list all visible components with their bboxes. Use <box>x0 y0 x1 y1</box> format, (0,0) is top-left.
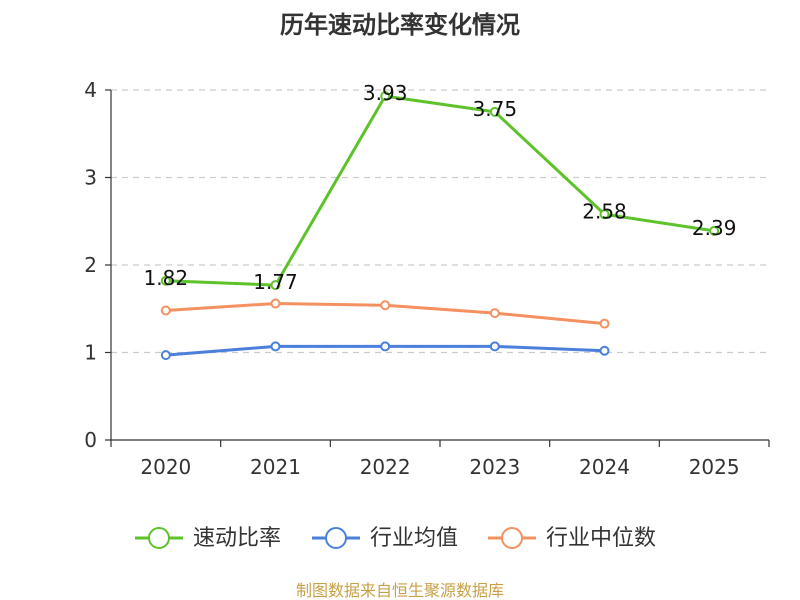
series-group <box>160 91 720 361</box>
data-label-2024: 2.58 <box>582 199 627 223</box>
series-1-point-2021[interactable] <box>270 341 281 352</box>
x-tick-label-2024: 2024 <box>579 455 630 479</box>
x-tick-label-2022: 2022 <box>360 455 411 479</box>
data-label-2021: 1.77 <box>253 270 298 294</box>
series-0-point-2021[interactable] <box>270 280 281 291</box>
axes: 0 1 2 3 4 2020 2021 2022 2023 2024 2025 <box>84 78 770 479</box>
data-labels: 1.82 1.77 3.93 3.75 2.58 2.39 <box>144 81 737 294</box>
x-tick-label-2025: 2025 <box>689 455 740 479</box>
series-1-point-2020[interactable] <box>160 350 171 361</box>
series-line-0 <box>165 94 715 287</box>
series-0-point-2025[interactable] <box>709 225 720 236</box>
data-label-2025: 2.39 <box>692 216 737 240</box>
y-tick-label-0: 0 <box>84 428 97 452</box>
series-0-point-2023[interactable] <box>489 106 500 117</box>
y-tick-label-1: 1 <box>84 341 97 365</box>
legend-label-1: 行业均值 <box>370 526 458 551</box>
data-label-2020: 1.82 <box>144 266 189 290</box>
series-0-point-2020[interactable] <box>160 275 171 286</box>
series-0-point-2022[interactable] <box>380 91 391 102</box>
series-2-point-2020[interactable] <box>160 305 171 316</box>
chart-title: 历年速动比率变化情况 <box>280 11 520 39</box>
legend-item-2[interactable]: 行业中位数 <box>488 526 656 551</box>
legend-label-0: 速动比率 <box>193 526 281 551</box>
series-2-point-2024[interactable] <box>599 318 610 329</box>
legend-marker-0 <box>148 527 170 549</box>
data-label-2023: 3.75 <box>473 97 518 121</box>
y-tick-label-2: 2 <box>84 253 97 277</box>
x-tick-label-2020: 2020 <box>140 455 191 479</box>
series-2-point-2021[interactable] <box>270 298 281 309</box>
legend[interactable]: 速动比率 行业均值 行业中位数 <box>135 526 656 551</box>
series-2-point-2022[interactable] <box>380 300 391 311</box>
legend-label-2: 行业中位数 <box>546 526 656 551</box>
legend-item-1[interactable]: 行业均值 <box>312 526 458 551</box>
y-tick-label-3: 3 <box>84 166 97 190</box>
series-0-point-2024[interactable] <box>599 209 610 220</box>
series-1-point-2024[interactable] <box>599 345 610 356</box>
series-1-point-2022[interactable] <box>380 341 391 352</box>
legend-marker-2 <box>501 527 523 549</box>
source-note: 制图数据来自恒生聚源数据库 <box>296 581 504 600</box>
legend-marker-1 <box>325 527 347 549</box>
x-tick-label-2021: 2021 <box>250 455 301 479</box>
series-2-point-2023[interactable] <box>489 308 500 319</box>
data-label-2022: 3.93 <box>363 81 408 105</box>
y-tick-label-4: 4 <box>84 78 97 102</box>
x-tick-label-2023: 2023 <box>469 455 520 479</box>
grid-lines <box>111 89 769 354</box>
legend-item-0[interactable]: 速动比率 <box>135 526 281 551</box>
series-1-point-2023[interactable] <box>489 341 500 352</box>
